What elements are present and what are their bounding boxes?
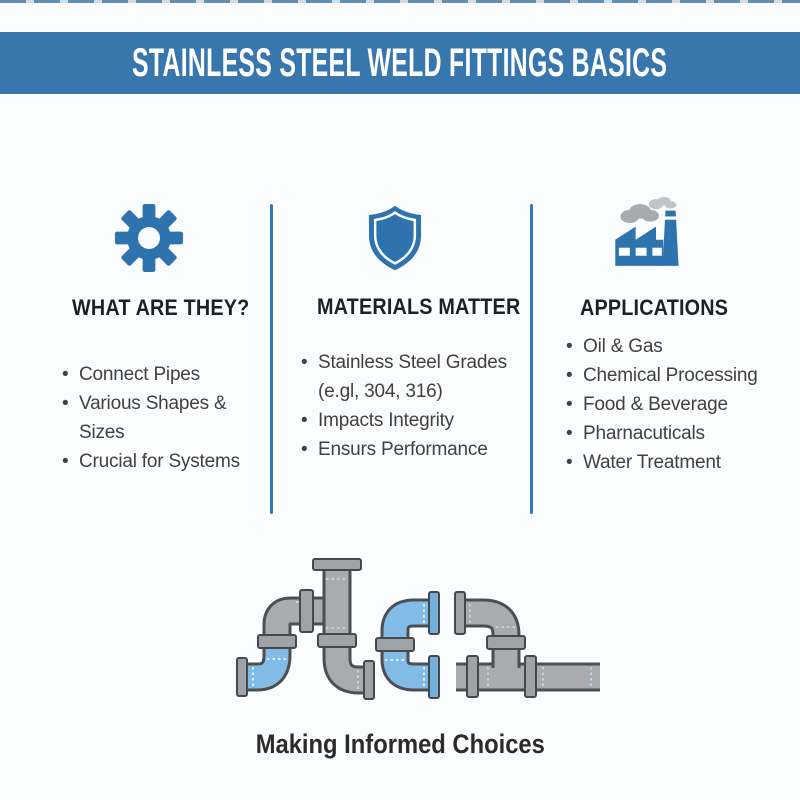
shield-icon [368, 205, 422, 271]
column-heading: WHAT ARE THEY? [72, 295, 250, 320]
bullet-list-what-are-they: Connect Pipes Various Shapes & Sizes Cru… [62, 360, 274, 476]
factory-icon [615, 196, 680, 266]
bullet-list-applications: Oil & Gas Chemical Processing Food & Bev… [566, 332, 794, 477]
page-title: STAINLESS STEEL WELD FITTINGS BASICS [132, 40, 668, 85]
list-item: Crucial for Systems [62, 447, 274, 476]
column-divider [530, 204, 533, 514]
header-banner: STAINLESS STEEL WELD FITTINGS BASICS [0, 32, 800, 94]
list-item: Ensurs Performance [301, 435, 507, 464]
list-item: Pharnacuticals [566, 419, 794, 448]
list-item: Stainless Steel Grades (e.gl, 304, 316) [301, 348, 507, 406]
pipe-fittings-illustration [236, 558, 600, 700]
list-item: Food & Beverage [566, 390, 794, 419]
top-edge-strip [0, 0, 800, 3]
list-item: Chemical Processing [566, 361, 794, 390]
column-heading: APPLICATIONS [580, 295, 729, 320]
list-item: Various Shapes & Sizes [62, 389, 274, 447]
footer-caption-wrap: Making Informed Choices [0, 729, 800, 760]
bullet-list-materials-matter: Stainless Steel Grades (e.gl, 304, 316) … [301, 348, 507, 464]
column-heading: MATERIALS MATTER [317, 294, 521, 319]
column-divider [270, 204, 273, 514]
list-item: Oil & Gas [566, 332, 794, 361]
list-item: Connect Pipes [62, 360, 274, 389]
list-item: Water Treatment [566, 448, 794, 477]
gear-icon [114, 203, 184, 273]
footer-caption: Making Informed Choices [255, 729, 545, 759]
list-item: Impacts Integrity [301, 406, 507, 435]
